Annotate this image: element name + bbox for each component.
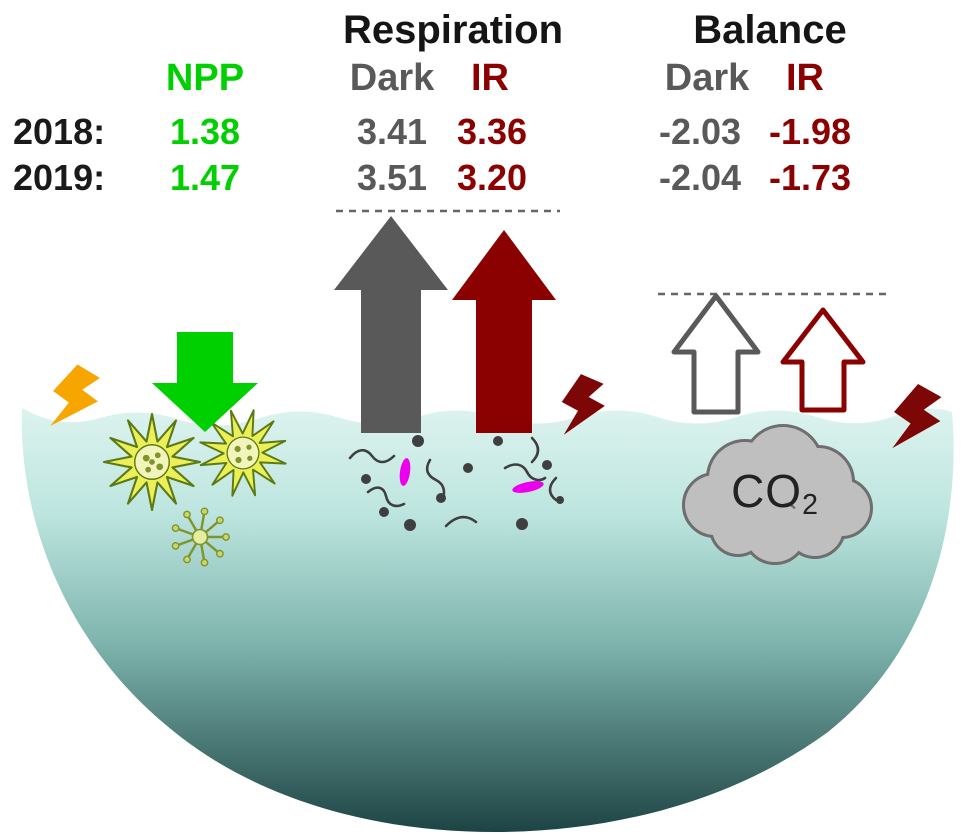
respiration-dark-up-arrow <box>334 216 448 433</box>
co2-subscript: 2 <box>802 489 819 522</box>
darkred-lightning-icon-mid <box>561 374 605 435</box>
resp-dark-2018-value: 3.41 <box>356 111 428 152</box>
bal-ir-column-label: IR <box>786 57 824 99</box>
respiration-ir-up-arrow <box>452 230 556 433</box>
balance-dark-up-arrow <box>671 293 761 415</box>
balance-ir-up-arrow <box>780 307 866 413</box>
radiolarian-icon <box>171 507 230 567</box>
year-2019-label: 2019: <box>13 157 106 198</box>
balance-title: Balance <box>693 8 847 52</box>
npp-column-label: NPP <box>165 57 245 99</box>
respiration-title: Respiration <box>342 8 564 52</box>
npp-2019-value: 1.47 <box>169 157 241 198</box>
year-2018-label: 2018: <box>13 111 106 152</box>
bal-dark-2019-value: -2.04 <box>658 157 742 198</box>
orange-lightning-icon <box>50 364 100 427</box>
resp-ir-2019-value: 3.20 <box>456 157 528 198</box>
bal-ir-2018-value: -1.98 <box>768 111 852 152</box>
co2-main-text: CO <box>731 464 803 517</box>
darkred-lightning-icon-right <box>892 383 942 449</box>
resp-dark-column-label: Dark <box>349 57 435 99</box>
npp-down-arrow <box>152 332 258 432</box>
bal-ir-2019-value: -1.73 <box>768 157 852 198</box>
bal-dark-column-label: Dark <box>664 57 750 99</box>
bal-dark-2018-value: -2.03 <box>658 111 742 152</box>
bacteria-icon <box>348 435 564 531</box>
co2-label: CO2 <box>731 464 819 522</box>
co2-cloud-icon <box>682 424 873 565</box>
resp-ir-column-label: IR <box>471 57 509 99</box>
resp-ir-2018-value: 3.36 <box>456 111 528 152</box>
npp-2018-value: 1.38 <box>169 111 241 152</box>
phytoplankton-icon <box>102 409 287 512</box>
resp-dark-2019-value: 3.51 <box>356 157 428 198</box>
